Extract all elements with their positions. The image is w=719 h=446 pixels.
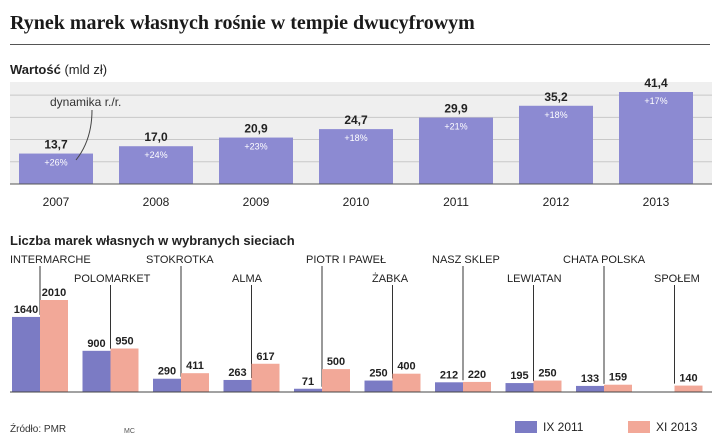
growth-label-2008: +24% xyxy=(144,150,167,160)
chain-label-spolem: SPOŁEM xyxy=(654,273,700,285)
brand-bar-lewiatan-xi-2013 xyxy=(533,380,562,392)
chain-label-intermarche: INTERMARCHE xyxy=(10,254,91,266)
annotation-leader xyxy=(75,109,93,161)
chain-label-chata-polska: CHATA POLSKA xyxy=(563,254,646,266)
value-label-2008: 17,0 xyxy=(144,130,168,144)
value-bar-2013 xyxy=(619,92,693,184)
brand-value-nasz-sklep-xi-2013: 220 xyxy=(468,369,486,381)
chain-label-lewiatan: LEWIATAN xyxy=(507,273,562,285)
chain-label-alma: ALMA xyxy=(232,273,263,285)
year-tick-2011: 2011 xyxy=(443,195,469,209)
growth-label-2011: +21% xyxy=(444,122,467,132)
value-chart-unit: (mld zł) xyxy=(64,62,108,77)
brand-bar-lewiatan-ix-2011 xyxy=(505,383,534,392)
growth-annotation: dynamika r./r. xyxy=(50,95,121,109)
chain-label-zabka: ŻABKA xyxy=(372,272,409,285)
value-bar-2009 xyxy=(219,137,293,184)
value-label-2011: 29,9 xyxy=(444,102,468,116)
brand-value-stokrotka-xi-2013: 411 xyxy=(186,360,204,372)
brand-bar-alma-ix-2011 xyxy=(223,379,252,392)
value-bar-2012 xyxy=(519,105,593,184)
brand-value-piotr-i-pawel-xi-2013: 500 xyxy=(327,356,345,368)
year-tick-2012: 2012 xyxy=(543,195,570,209)
brand-value-chata-polska-xi-2013: 159 xyxy=(609,372,627,384)
brand-bar-nasz-sklep-ix-2011 xyxy=(435,382,463,392)
brand-value-intermarche-ix-2011: 1640 xyxy=(14,304,38,316)
legend-swatch-xi-2013 xyxy=(628,421,650,433)
brand-value-spolem-xi-2013: 140 xyxy=(679,373,697,385)
legend-item-xi-2013: XI 2013 xyxy=(628,420,697,434)
value-bar-2007 xyxy=(19,153,93,184)
brand-bar-piotr-i-pawel-xi-2013 xyxy=(322,369,350,392)
chain-label-nasz-sklep: NASZ SKLEP xyxy=(432,254,500,266)
value-label-2012: 35,2 xyxy=(544,90,568,104)
brand-value-stokrotka-ix-2011: 290 xyxy=(158,366,176,378)
growth-label-2009: +23% xyxy=(244,142,267,152)
growth-label-2007: +26% xyxy=(44,158,67,168)
year-tick-2007: 2007 xyxy=(43,195,70,209)
year-tick-2009: 2009 xyxy=(243,195,270,209)
brand-bar-intermarche-xi-2013 xyxy=(40,300,68,392)
value-chart: 13,7 +26% 2007 17,0 +24% 2008 20,9 +23% 2009 24,7… xyxy=(10,76,712,209)
value-bar-2011 xyxy=(419,117,493,184)
brand-value-intermarche-xi-2013: 2010 xyxy=(42,287,66,299)
value-chart-title: Wartość (mld zł) xyxy=(10,62,108,77)
legend-swatch-ix-2011 xyxy=(515,421,537,433)
brand-value-lewiatan-ix-2011: 195 xyxy=(510,370,528,382)
brand-bar-stokrotka-xi-2013 xyxy=(181,373,209,392)
brand-bar-polomarket-xi-2013 xyxy=(110,348,139,392)
brand-bar-zabka-ix-2011 xyxy=(364,380,393,392)
growth-label-2012: +18% xyxy=(544,110,567,120)
brand-bar-alma-xi-2013 xyxy=(251,363,280,392)
brand-bar-piotr-i-pawel-ix-2011 xyxy=(294,388,322,392)
brand-value-nasz-sklep-ix-2011: 212 xyxy=(440,369,458,381)
legend-item-ix-2011: IX 2011 xyxy=(515,420,583,434)
brand-bar-nasz-sklep-xi-2013 xyxy=(463,381,491,392)
legend-label-ix-2011: IX 2011 xyxy=(543,420,584,434)
value-bar-2008 xyxy=(119,146,193,184)
brand-bar-polomarket-ix-2011 xyxy=(82,350,111,392)
chart-title: Rynek marek własnych rośnie w tempie dwu… xyxy=(10,12,475,34)
brand-value-polomarket-xi-2013: 950 xyxy=(115,336,133,348)
brand-value-zabka-ix-2011: 250 xyxy=(369,368,387,380)
chain-label-stokrotka: STOKROTKA xyxy=(146,254,214,266)
brand-bar-spolem-xi-2013 xyxy=(674,385,703,392)
brand-value-alma-ix-2011: 263 xyxy=(228,367,246,379)
brand-bar-chata-polska-xi-2013 xyxy=(604,384,632,392)
brand-bar-zabka-xi-2013 xyxy=(392,373,421,392)
chain-label-piotr-i-pawel: PIOTR I PAWEŁ xyxy=(306,254,386,266)
brands-chart-title: Liczba marek własnych w wybranych siecia… xyxy=(10,233,295,248)
value-label-2007: 13,7 xyxy=(44,138,68,152)
brand-value-piotr-i-pawel-ix-2011: 71 xyxy=(302,376,314,388)
brand-value-zabka-xi-2013: 400 xyxy=(397,361,415,373)
source-note: Źródło: PMR xyxy=(10,424,67,435)
chain-label-polomarket: POLOMARKET xyxy=(74,273,151,285)
brand-value-chata-polska-ix-2011: 133 xyxy=(581,373,599,385)
growth-label-2013: +17% xyxy=(644,96,667,106)
brand-value-polomarket-ix-2011: 900 xyxy=(87,338,105,350)
value-label-2009: 20,9 xyxy=(244,122,268,136)
year-tick-2010: 2010 xyxy=(343,195,370,209)
title-rule xyxy=(10,44,710,45)
value-bar-2010 xyxy=(319,129,393,184)
year-tick-2013: 2013 xyxy=(643,195,670,209)
brand-bar-chata-polska-ix-2011 xyxy=(576,385,604,392)
brand-bar-intermarche-ix-2011 xyxy=(12,316,40,392)
year-tick-2008: 2008 xyxy=(143,195,170,209)
brand-bar-stokrotka-ix-2011 xyxy=(153,378,181,392)
author-initials: MC xyxy=(124,428,135,435)
value-label-2013: 41,4 xyxy=(644,76,668,90)
brand-value-lewiatan-xi-2013: 250 xyxy=(538,368,556,380)
brand-value-alma-xi-2013: 617 xyxy=(256,351,274,363)
value-label-2010: 24,7 xyxy=(344,113,368,127)
growth-label-2010: +18% xyxy=(344,133,367,143)
legend-label-xi-2013: XI 2013 xyxy=(656,420,698,434)
